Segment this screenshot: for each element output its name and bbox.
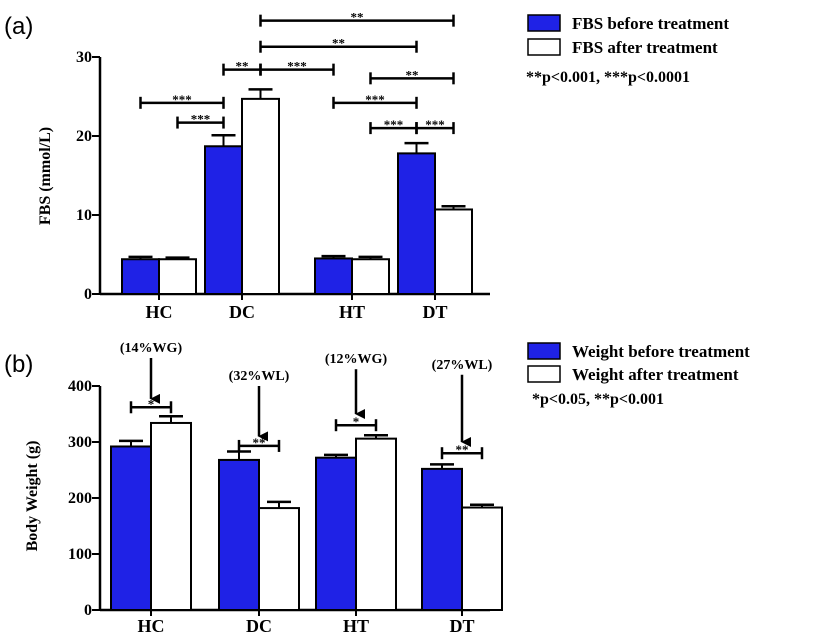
bar (121, 258, 160, 295)
significance-stars: *** (172, 92, 192, 107)
y-tick-label: 300 (68, 434, 92, 451)
significance-stars: *** (384, 117, 404, 132)
legend-b-significance-note: *p<0.05, **p<0.001 (532, 391, 664, 408)
category-label: DT (422, 302, 447, 322)
bar (150, 421, 192, 611)
significance-stars: *** (191, 112, 211, 127)
legend-a-before-swatch (527, 14, 561, 32)
significance-stars: *** (425, 117, 445, 132)
panel-b-label: (b) (4, 351, 33, 378)
bar (397, 152, 436, 295)
panel-a-label: (a) (4, 13, 33, 40)
y-tick-label: 10 (76, 207, 92, 224)
significance-stars: * (353, 414, 360, 429)
significance-stars: ** (253, 435, 266, 450)
percent-annotation: (14%WG) (120, 341, 183, 356)
percent-annotation: (27%WL) (432, 358, 493, 373)
y-tick-label: 200 (68, 490, 92, 507)
category-label: DT (449, 616, 474, 636)
panel-b-y-axis-label: Body Weight (g) (24, 441, 41, 552)
y-tick-label: 0 (84, 602, 92, 619)
category-label: DC (229, 302, 255, 322)
bar (204, 145, 243, 295)
percent-annotation: (32%WL) (229, 369, 290, 384)
legend-a-significance-note: **p<0.001, ***p<0.0001 (526, 69, 690, 86)
legend-a-after-label: FBS after treatment (572, 38, 718, 57)
bar (158, 258, 197, 295)
legend-a-after-swatch (527, 38, 561, 56)
bar (314, 257, 353, 296)
category-label: DC (246, 616, 272, 636)
bar (355, 437, 397, 612)
bar (218, 458, 260, 612)
legend-b-before-label: Weight before treatment (572, 342, 750, 361)
legend-b-after-swatch (527, 365, 561, 383)
bar (434, 208, 473, 295)
legend-b-before-swatch (527, 342, 561, 360)
category-label: HT (343, 616, 369, 636)
y-tick-label: 30 (76, 49, 92, 66)
significance-stars: ** (456, 442, 469, 457)
y-tick-label: 100 (68, 546, 92, 563)
bar (315, 456, 357, 611)
significance-stars: ** (332, 36, 345, 51)
bar (241, 97, 280, 296)
significance-stars: ** (351, 10, 364, 25)
category-label: HT (339, 302, 365, 322)
legend-a-before-label: FBS before treatment (572, 14, 729, 33)
significance-stars: *** (287, 59, 307, 74)
legend-b-after-label: Weight after treatment (572, 365, 739, 384)
panel-a-y-axis-label: FBS (mmol/L) (37, 127, 54, 225)
bar (421, 467, 463, 611)
significance-stars: ** (236, 59, 249, 74)
bar (258, 507, 300, 611)
significance-stars: ** (406, 67, 419, 82)
y-tick-label: 20 (76, 128, 92, 145)
category-label: HC (138, 616, 165, 636)
y-tick-label: 400 (68, 378, 92, 395)
significance-stars: *** (365, 92, 385, 107)
y-tick-label: 0 (84, 286, 92, 303)
bar (110, 445, 152, 612)
bar (461, 506, 503, 611)
category-label: HC (146, 302, 173, 322)
percent-annotation: (12%WG) (325, 352, 388, 367)
bar (351, 258, 390, 295)
